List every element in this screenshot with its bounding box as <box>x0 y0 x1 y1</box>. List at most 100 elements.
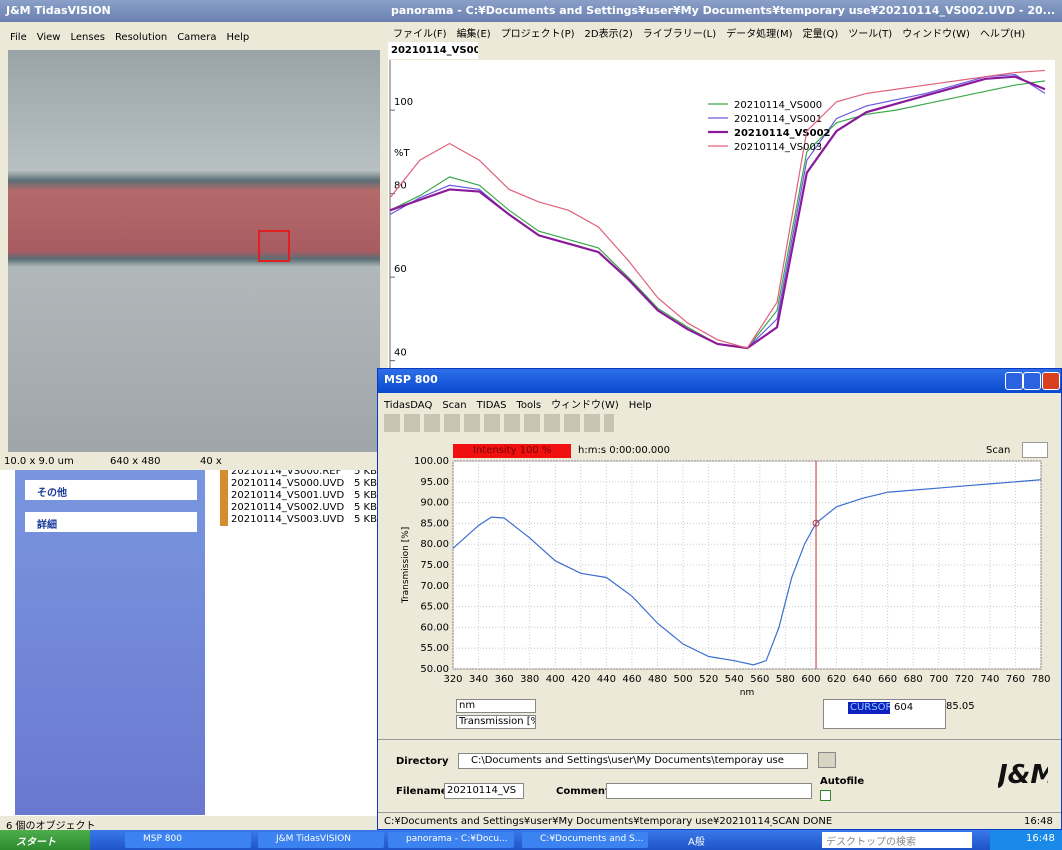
menu-item[interactable]: Scan <box>442 400 467 410</box>
y-tick-label: 80 <box>394 181 407 192</box>
taskbar: スタート MSP 800 J&M TidasVISION panorama - C:… <box>0 830 1062 850</box>
x-tick-label: 520 <box>699 674 718 685</box>
menu-bar: TidasDAQ Scan TIDAS Tools ウィンドウ(W) Help <box>384 396 784 410</box>
series-line <box>389 75 1046 350</box>
menu-item[interactable]: ウィンドウ(W) <box>551 400 619 410</box>
menu-item[interactable]: View <box>36 32 61 43</box>
file-name[interactable]: 20210114_VS003.UVD <box>220 514 350 526</box>
y-tick-label: 90.00 <box>420 498 449 509</box>
comment-field[interactable] <box>606 783 812 799</box>
menu-item[interactable]: Lenses <box>70 32 105 43</box>
task-button[interactable]: C:¥Documents and S... <box>522 832 648 848</box>
menu-item[interactable]: Help <box>226 32 250 43</box>
filename-field[interactable]: 20210114_VS <box>444 783 524 799</box>
directory-field[interactable]: C:\Documents and Settings\user\My Docume… <box>458 753 808 769</box>
title: MSP 800 <box>384 373 438 386</box>
directory-label: Directory <box>396 756 449 767</box>
file-name[interactable]: 20210114_VS002.UVD <box>220 502 350 514</box>
status-cell: C:¥Documents and Settings¥user¥My Docume… <box>384 816 772 827</box>
start-button[interactable]: スタート <box>0 830 90 850</box>
x-tick-label: 440 <box>597 674 616 685</box>
x-tick-label: 640 <box>852 674 871 685</box>
menu-item[interactable]: 2D表示(2) <box>584 29 633 39</box>
x-tick-label: 660 <box>878 674 897 685</box>
cursor-x: 604 <box>894 702 914 713</box>
file-panel: Directory C:\Documents and Settings\user… <box>378 739 1061 811</box>
x-tick-label: 600 <box>801 674 820 685</box>
y-tick-label: 60.00 <box>420 622 449 633</box>
y-tick-label: 65.00 <box>420 602 449 613</box>
x-axis-label: nm <box>740 688 754 698</box>
x-tick-label: 400 <box>546 674 565 685</box>
menu-item[interactable]: TidasDAQ <box>384 400 433 410</box>
comment-label: Comment <box>556 786 606 797</box>
sidebar: その他 詳細 <box>15 470 205 815</box>
menu-item[interactable]: Tools <box>516 400 542 410</box>
menu-bar: File View Lenses Resolution Camera Help <box>10 32 380 46</box>
cursor-point <box>812 519 820 527</box>
status-cell: 10.0 x 9.0 um <box>4 456 74 467</box>
series-line <box>389 69 1046 349</box>
series-line <box>452 479 1042 666</box>
menu-item[interactable]: ウィンドウ(W) <box>902 29 970 39</box>
search-box[interactable]: デスクトップの検索 <box>822 832 972 848</box>
menu-item[interactable]: Resolution <box>114 32 168 43</box>
file-size: 5 KB <box>354 470 377 477</box>
legend-label: 20210114_VS002 <box>734 128 831 139</box>
x-tick-label: 420 <box>571 674 590 685</box>
y-tick-label: 70.00 <box>420 581 449 592</box>
task-button[interactable]: MSP 800 <box>125 832 251 848</box>
cursor-y: 85.05 <box>946 701 975 712</box>
menu-item[interactable]: File <box>10 32 27 43</box>
menu-item[interactable]: プロジェクト(P) <box>500 29 575 39</box>
status-cell: 16:48 <box>1024 816 1053 827</box>
title-bar: J&M TidasVISION <box>0 0 385 22</box>
menu-item[interactable]: ファイル(F) <box>393 29 447 39</box>
menu-item[interactable]: ヘルプ(H) <box>979 29 1026 39</box>
x-tick-label: 540 <box>725 674 744 685</box>
autofile-label: Autofile <box>820 776 865 787</box>
minimize[interactable] <box>1005 372 1023 390</box>
menu-item[interactable]: データ処理(M) <box>726 29 793 39</box>
menu-item[interactable]: Help <box>628 400 652 410</box>
file-name[interactable]: 20210114_VS000.UVD <box>220 478 350 490</box>
x-tick-label: 460 <box>622 674 641 685</box>
maximize[interactable] <box>1023 372 1041 390</box>
y-tick-label: 100.00 <box>414 456 449 467</box>
menu-item[interactable]: ツール(T) <box>848 29 893 39</box>
autofile-checkbox[interactable] <box>820 790 831 801</box>
y-tick-label: 60 <box>394 264 407 275</box>
menu-item[interactable]: TIDAS <box>476 400 507 410</box>
x-unit[interactable]: nm <box>456 699 536 713</box>
file-name[interactable]: 20210114_VS001.UVD <box>220 490 350 502</box>
scan-icon[interactable] <box>1022 442 1048 458</box>
file-size: 5 KB <box>354 514 377 525</box>
browse-button[interactable] <box>818 752 836 768</box>
close[interactable] <box>1042 372 1060 390</box>
file-size: 5 KB <box>354 490 377 501</box>
sidebar-item[interactable]: その他 <box>25 480 197 500</box>
x-tick-label: 500 <box>674 674 693 685</box>
x-tick-label: 360 <box>495 674 514 685</box>
x-tick-label: 380 <box>520 674 539 685</box>
menu-item[interactable]: ライブラリー(L) <box>642 29 717 39</box>
menu-item[interactable]: 定量(Q) <box>802 29 839 39</box>
msp-window: MSP 800 TidasDAQ Scan TIDAS Tools ウィンドウ(W) He… <box>377 368 1062 830</box>
file-name[interactable]: 20210114_VS000.REF <box>220 470 350 478</box>
menu-item[interactable]: 編集(E) <box>456 29 491 39</box>
sidebar-item[interactable]: 詳細 <box>25 512 197 532</box>
title-bar: MSP 800 <box>378 369 1061 393</box>
x-tick-label: 580 <box>776 674 795 685</box>
y-unit[interactable]: Transmission [%] <box>456 715 536 729</box>
toolbar <box>384 414 614 432</box>
task-button[interactable]: panorama - C:¥Docu... <box>388 832 514 848</box>
y-axis-label: %T <box>394 148 411 159</box>
legend-label: 20210114_VS003 <box>734 142 822 153</box>
tab[interactable]: 20210114_VS002 <box>388 42 478 59</box>
y-axis-label: Transmission [%] <box>401 527 411 605</box>
menu-bar: ファイル(F) 編集(E) プロジェクト(P) 2D表示(2) ライブラリー(L) データ… <box>393 25 1053 39</box>
menu-item[interactable]: Camera <box>177 32 217 43</box>
y-tick-label: 75.00 <box>420 560 449 571</box>
task-button[interactable]: J&M TidasVISION <box>258 832 384 848</box>
panorama-window: panorama - C:¥Documents and Settings¥use… <box>385 0 1062 370</box>
